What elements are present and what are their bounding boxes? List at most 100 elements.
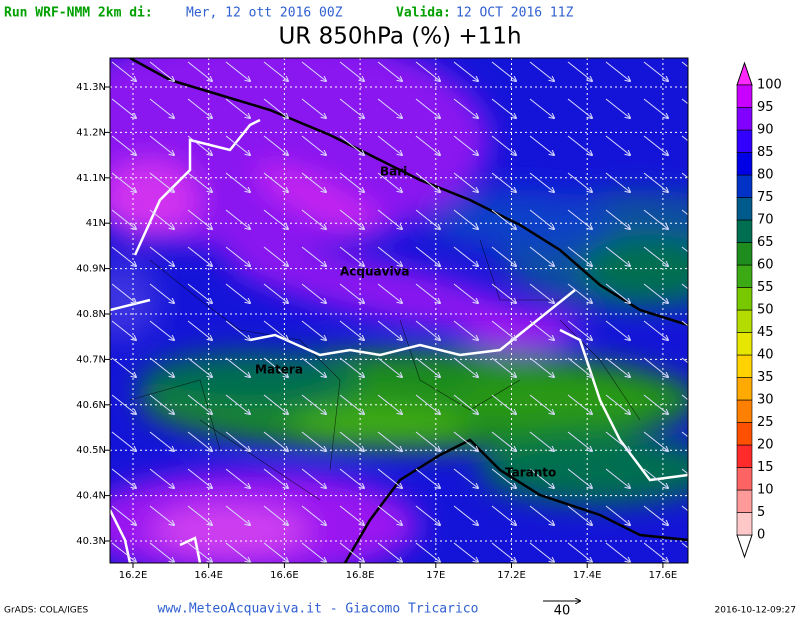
wind-arrow: [339, 283, 364, 303]
wind-arrow: [377, 135, 402, 155]
wind-arrow: [605, 246, 630, 266]
wind-arrow: [491, 505, 516, 525]
wind-arrow: [225, 172, 250, 192]
wind-arrow: [605, 505, 630, 525]
wind-arrow: [111, 357, 136, 377]
lon-tick-label: 17E: [426, 570, 445, 581]
wind-arrow: [567, 431, 592, 451]
wind-arrow: [263, 283, 288, 303]
wind-arrow: [149, 394, 174, 414]
wind-arrow: [491, 172, 516, 192]
colorbar-label: 30: [757, 393, 774, 408]
colorbar-segment: [736, 332, 753, 356]
wind-arrow: [301, 98, 326, 118]
wind-arrow: [225, 357, 250, 377]
wind-arrow: [187, 394, 212, 414]
wind-arrow: [377, 61, 402, 81]
wind-arrow: [491, 61, 516, 81]
wind-arrow: [605, 542, 630, 562]
wind-arrow: [301, 246, 326, 266]
wind-arrow: [377, 394, 402, 414]
wind-arrow: [149, 468, 174, 488]
wind-arrow: [529, 246, 554, 266]
wind-arrow: [263, 431, 288, 451]
wind-arrow: [149, 98, 174, 118]
wind-arrow: [681, 98, 688, 105]
wind-arrow: [529, 172, 554, 192]
wind-arrow: [377, 505, 402, 525]
lon-tick-label: 17.2E: [497, 570, 526, 581]
wind-arrow: [149, 172, 174, 192]
wind-arrow: [605, 394, 630, 414]
wind-arrow: [301, 61, 326, 81]
footer-right: 2016-10-12-09:27: [715, 606, 797, 616]
wind-arrow: [567, 172, 592, 192]
wind-arrow: [453, 542, 478, 562]
wind-arrow: [225, 431, 250, 451]
wind-arrow: [187, 505, 212, 525]
colorbar-segment: [736, 399, 753, 423]
wind-arrow: [111, 98, 136, 118]
wind-arrow: [111, 468, 136, 488]
wind-arrow: [225, 61, 250, 81]
wind-arrow: [377, 209, 402, 229]
colorbar-label: 80: [757, 168, 774, 183]
wind-arrow: [301, 283, 326, 303]
wind-arrow: [149, 246, 174, 266]
wind-arrow: [681, 61, 688, 68]
lat-tick-label: 40.6N: [76, 400, 106, 411]
wind-arrow: [453, 357, 478, 377]
wind-arrow: [339, 320, 364, 340]
wind-arrow: [567, 246, 592, 266]
wind-arrow: [681, 209, 688, 216]
wind-arrow: [187, 135, 212, 155]
wind-arrow: [415, 98, 440, 118]
wind-arrow: [301, 468, 326, 488]
wind-arrow: [225, 209, 250, 229]
wind-arrow: [187, 98, 212, 118]
wind-arrow: [453, 468, 478, 488]
wind-arrow: [491, 357, 516, 377]
wind-arrow: [567, 357, 592, 377]
wind-arrow: [339, 468, 364, 488]
run-label: Run WRF-NMM 2km di:: [4, 6, 153, 21]
lat-axis: 41.3N 41.2N 41.1N 41N 40.9N 40.8N 40.7N 40.6N 40…: [76, 82, 110, 547]
wind-arrow: [681, 505, 688, 512]
wind-arrow: [339, 246, 364, 266]
wind-arrow: [149, 320, 174, 340]
wind-arrow: [263, 357, 288, 377]
wind-arrow: [567, 468, 592, 488]
colorbar-label: 50: [757, 303, 774, 318]
wind-arrow: [567, 542, 592, 562]
wind-arrow: [415, 320, 440, 340]
wind-arrow: [225, 394, 250, 414]
wind-arrow: [643, 357, 668, 377]
colorbar-label: 70: [757, 213, 774, 228]
wind-arrow: [453, 172, 478, 192]
wind-arrow: [377, 246, 402, 266]
wind-arrow: [491, 135, 516, 155]
wind-arrow: [453, 320, 478, 340]
colorbar-segment: [736, 152, 753, 176]
lon-tick-label: 16.4E: [194, 570, 223, 581]
colorbar-segment: [736, 107, 753, 131]
wind-arrow: [643, 98, 668, 118]
colorbar-segment: [736, 309, 753, 333]
wind-arrow: [415, 209, 440, 229]
lat-tick-label: 40.9N: [76, 264, 106, 275]
wind-arrow: [225, 542, 250, 562]
wind-arrow: [681, 394, 688, 401]
wind-arrow: [529, 320, 554, 340]
wind-arrow: [149, 61, 174, 81]
wind-arrow: [643, 209, 668, 229]
wind-arrow: [301, 542, 326, 562]
wind-arrow: [339, 172, 364, 192]
wind-arrow: [491, 542, 516, 562]
city-label: Acquaviva: [340, 265, 410, 279]
colorbar-segment: [736, 444, 753, 468]
wind-arrow: [263, 135, 288, 155]
wind-arrow: [491, 468, 516, 488]
wind-arrow: [149, 357, 174, 377]
wind-arrow: [301, 431, 326, 451]
colorbar-segment: [736, 84, 753, 108]
